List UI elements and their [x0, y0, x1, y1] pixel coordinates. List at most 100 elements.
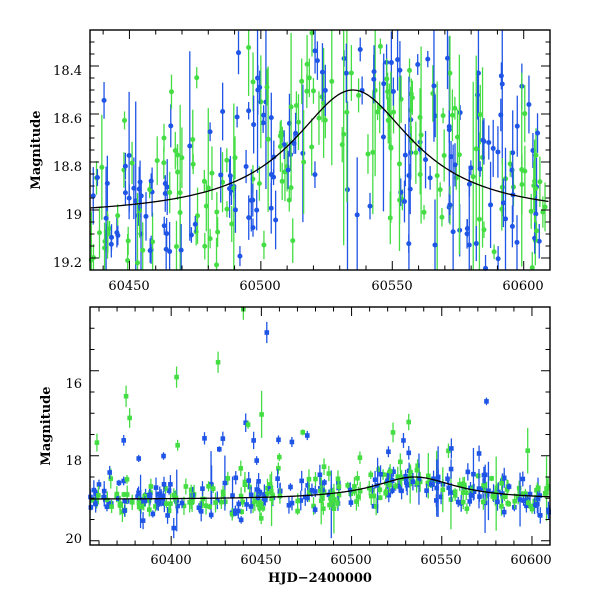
bottom-data-point [264, 330, 270, 335]
bottom-data-point [173, 495, 179, 501]
top-data-point [205, 185, 211, 191]
top-ytick-label: 19.2 [53, 256, 82, 271]
bottom-data-point [247, 484, 252, 490]
bottom-data-point [476, 451, 482, 456]
top-data-point [310, 88, 316, 94]
top-data-point [136, 186, 142, 192]
bottom-data-point [410, 479, 416, 484]
top-data-point [250, 79, 256, 85]
bottom-data-point [440, 487, 446, 493]
bottom-data-point [448, 490, 454, 495]
bottom-data-point [395, 474, 401, 479]
top-data-point [417, 114, 423, 120]
top-data-point [533, 211, 539, 217]
bottom-data-point [245, 422, 251, 427]
bottom-data-point [89, 497, 95, 503]
top-data-point [388, 60, 394, 66]
bottom-data-point [357, 488, 363, 494]
bottom-data-point [269, 496, 274, 502]
bottom-data-point [295, 498, 300, 504]
top-data-point [495, 256, 501, 262]
top-data-point [503, 216, 509, 222]
bottom-data-point [467, 499, 473, 504]
top-data-point [431, 83, 437, 89]
bottom-data-point [502, 494, 507, 500]
bottom-data-point [136, 490, 141, 496]
top-data-point [281, 142, 287, 148]
bottom-data-point [460, 499, 466, 505]
bottom-data-point [387, 468, 393, 474]
bottom-data-point [232, 511, 238, 516]
bottom-data-point [322, 480, 327, 485]
top-ytick-label: 18.6 [53, 112, 82, 127]
bottom-data-point [109, 504, 114, 509]
bottom-data-point [299, 478, 304, 484]
bottom-data-points [88, 306, 551, 539]
bottom-data-point [256, 479, 261, 484]
top-data-point [237, 253, 243, 259]
bottom-data-point [300, 430, 306, 435]
top-data-point [314, 58, 320, 64]
bottom-data-point [309, 487, 315, 493]
bottom-data-point [260, 506, 266, 511]
top-data-point [255, 87, 261, 93]
bottom-data-point [492, 494, 498, 500]
top-data-point [137, 179, 143, 185]
top-data-point [167, 248, 173, 254]
top-data-point [341, 131, 347, 137]
bottom-data-point [319, 493, 325, 498]
top-data-point [218, 172, 224, 178]
bottom-data-point [259, 412, 264, 417]
bottom-data-point [521, 498, 526, 503]
bottom-data-point [371, 493, 377, 499]
bottom-data-point [538, 513, 543, 518]
bottom-data-point [305, 483, 310, 488]
top-data-point [286, 197, 292, 203]
top-data-point [277, 144, 283, 150]
top-data-point [454, 134, 460, 140]
bottom-data-point [546, 507, 551, 513]
bottom-data-point [148, 484, 154, 489]
top-data-point [528, 208, 534, 214]
bottom-data-point [398, 459, 403, 465]
top-data-point [173, 244, 179, 250]
top-model-curve [89, 89, 549, 209]
bottom-data-point [104, 504, 110, 510]
bottom-data-point [465, 469, 471, 475]
bottom-data-point [452, 489, 458, 495]
top-data-point [202, 243, 208, 249]
top-data-point [125, 238, 131, 244]
bottom-data-point [267, 486, 272, 491]
top-data-point [413, 150, 419, 156]
bottom-axis-ticks [90, 306, 551, 545]
top-data-point [236, 50, 242, 56]
bottom-data-point [141, 502, 147, 507]
bottom-data-point [166, 488, 172, 493]
bottom-data-point [352, 488, 357, 494]
bottom-data-point [289, 439, 295, 445]
bottom-xtick-label: 60500 [330, 553, 371, 568]
bottom-data-point [377, 495, 383, 500]
top-data-point [384, 76, 390, 82]
bottom-data-point [445, 476, 450, 482]
top-data-point [161, 135, 167, 141]
bottom-data-point [470, 486, 475, 492]
bottom-data-point [175, 442, 180, 448]
top-data-point [499, 81, 505, 87]
bottom-data-point [438, 494, 444, 500]
top-data-point [367, 203, 373, 209]
top-data-point [476, 216, 482, 222]
bottom-data-point [257, 504, 263, 510]
bottom-data-point [105, 497, 110, 503]
top-data-point [214, 209, 220, 215]
bottom-data-point [171, 492, 177, 498]
top-data-point [99, 164, 105, 170]
top-data-point [96, 230, 102, 236]
bottom-data-point [165, 513, 170, 518]
top-data-point [312, 48, 318, 54]
bottom-data-point [220, 489, 226, 495]
bottom-data-point [524, 503, 529, 509]
bottom-data-point [147, 507, 152, 512]
bottom-data-point [387, 482, 392, 488]
top-data-point [427, 175, 433, 181]
